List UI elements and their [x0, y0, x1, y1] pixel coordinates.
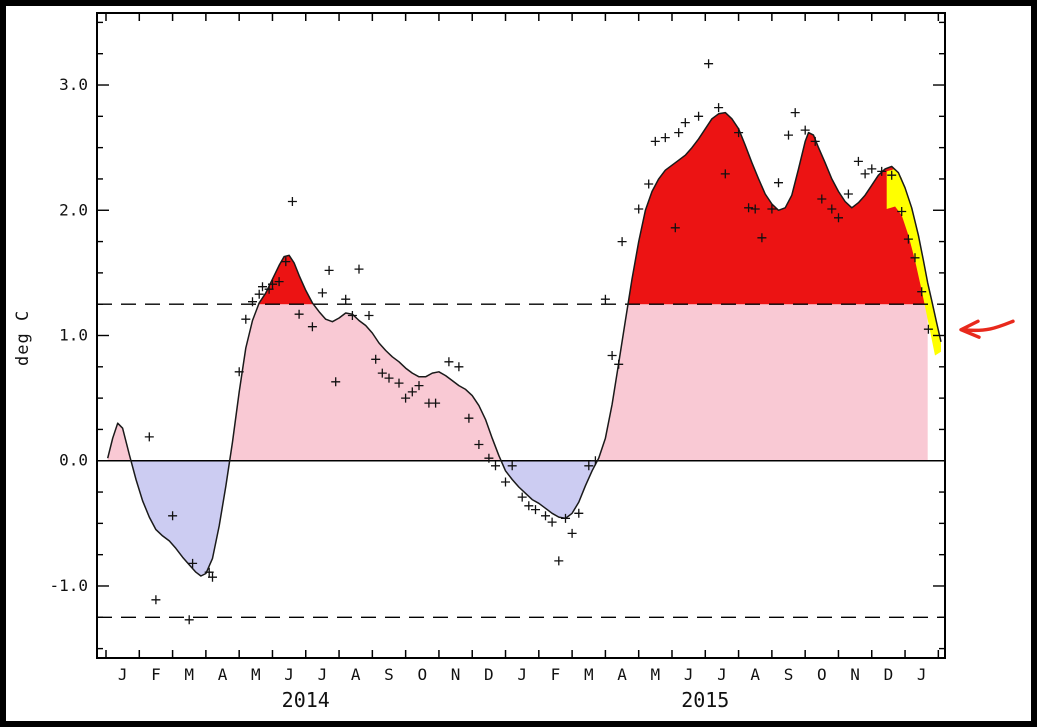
year-label: 2014 — [282, 688, 330, 712]
month-label: A — [750, 665, 760, 684]
year-label: 2015 — [681, 688, 729, 712]
month-label: M — [251, 665, 261, 684]
month-label: A — [617, 665, 627, 684]
y-axis-label: deg C — [13, 309, 33, 366]
month-label: A — [218, 665, 228, 684]
month-label: M — [651, 665, 661, 684]
anomaly-curve — [106, 111, 942, 577]
month-label: M — [184, 665, 194, 684]
month-label: O — [417, 665, 427, 684]
month-label: J — [917, 665, 927, 684]
month-label: A — [351, 665, 361, 684]
anomaly-fill-areas — [107, 112, 928, 576]
month-label: S — [784, 665, 794, 684]
hand-drawn-arrow-icon — [959, 319, 1015, 339]
month-label: N — [850, 665, 860, 684]
month-label: D — [884, 665, 894, 684]
month-label: N — [451, 665, 461, 684]
month-label: F — [151, 665, 161, 684]
month-label: J — [318, 665, 328, 684]
month-label: J — [684, 665, 694, 684]
y-tick-label: 1.0 — [59, 326, 88, 345]
fill-negative-area — [130, 460, 598, 576]
year-labels: 2014 2015 — [282, 688, 730, 712]
fill-above-threshold-area — [258, 112, 928, 305]
y-tick-label: 2.0 — [59, 200, 88, 219]
y-tick-label: -1.0 — [49, 576, 88, 595]
y-tick-label: 0.0 — [59, 451, 88, 470]
fill-positive-area — [107, 304, 928, 461]
month-label: J — [517, 665, 527, 684]
axes — [96, 12, 946, 659]
month-label: F — [551, 665, 561, 684]
reference-lines — [97, 303, 945, 618]
recent-data-yellow-band — [886, 168, 941, 356]
month-label: J — [717, 665, 727, 684]
month-label: M — [584, 665, 594, 684]
month-label: S — [384, 665, 394, 684]
month-label: J — [284, 665, 294, 684]
month-label: O — [817, 665, 827, 684]
month-label: J — [118, 665, 128, 684]
y-tick-labels: -1.0 0.0 1.0 2.0 3.0 — [49, 75, 88, 595]
month-label: D — [484, 665, 494, 684]
y-tick-label: 3.0 — [59, 75, 88, 94]
observation-plus-markers — [144, 59, 933, 625]
